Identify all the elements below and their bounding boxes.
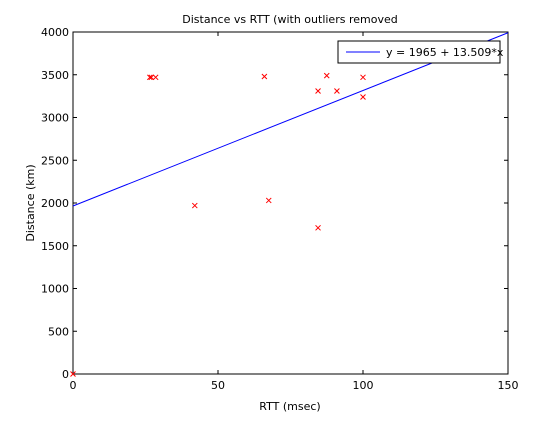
data-point <box>360 94 366 100</box>
data-point <box>146 74 153 81</box>
legend-series-label: y = 1965 + 13.509*x <box>386 46 504 59</box>
points-layer <box>70 72 366 377</box>
data-point <box>360 74 366 81</box>
data-point <box>152 74 159 81</box>
y-tick-label: 500 <box>48 325 69 338</box>
data-point <box>70 371 76 377</box>
data-point <box>148 74 155 81</box>
y-tick-label: 1000 <box>41 283 69 296</box>
x-tick-label: 150 <box>498 379 519 392</box>
y-tick-label: 3500 <box>41 69 69 82</box>
x-axis-label: RTT (msec) <box>259 400 320 413</box>
y-tick-label: 3000 <box>41 112 69 125</box>
y-tick-label: 2500 <box>41 154 69 167</box>
y-tick-label: 1500 <box>41 240 69 253</box>
ticks-layer: 0 50 100 1500500100015002000250030003500400… <box>41 26 519 392</box>
data-point <box>261 73 268 80</box>
x-tick-label: 0 <box>70 379 77 392</box>
x-tick-label: 100 <box>353 379 374 392</box>
data-point <box>334 88 340 94</box>
y-tick-label: 0 <box>62 368 69 381</box>
data-point <box>323 72 330 79</box>
plot-area <box>72 31 509 375</box>
legend: y = 1965 + 13.509*x <box>337 40 504 64</box>
chart-title: Distance vs RTT (with outliers removed <box>182 13 397 26</box>
x-tick-label: 50 <box>211 379 225 392</box>
data-point <box>265 197 272 204</box>
data-point <box>315 88 321 94</box>
data-point <box>191 202 198 209</box>
data-point <box>315 224 321 231</box>
y-axis-label: Distance (km) <box>24 164 37 241</box>
legend-box <box>337 40 501 64</box>
y-tick-label: 4000 <box>41 26 69 39</box>
y-tick-label: 2000 <box>41 197 69 210</box>
